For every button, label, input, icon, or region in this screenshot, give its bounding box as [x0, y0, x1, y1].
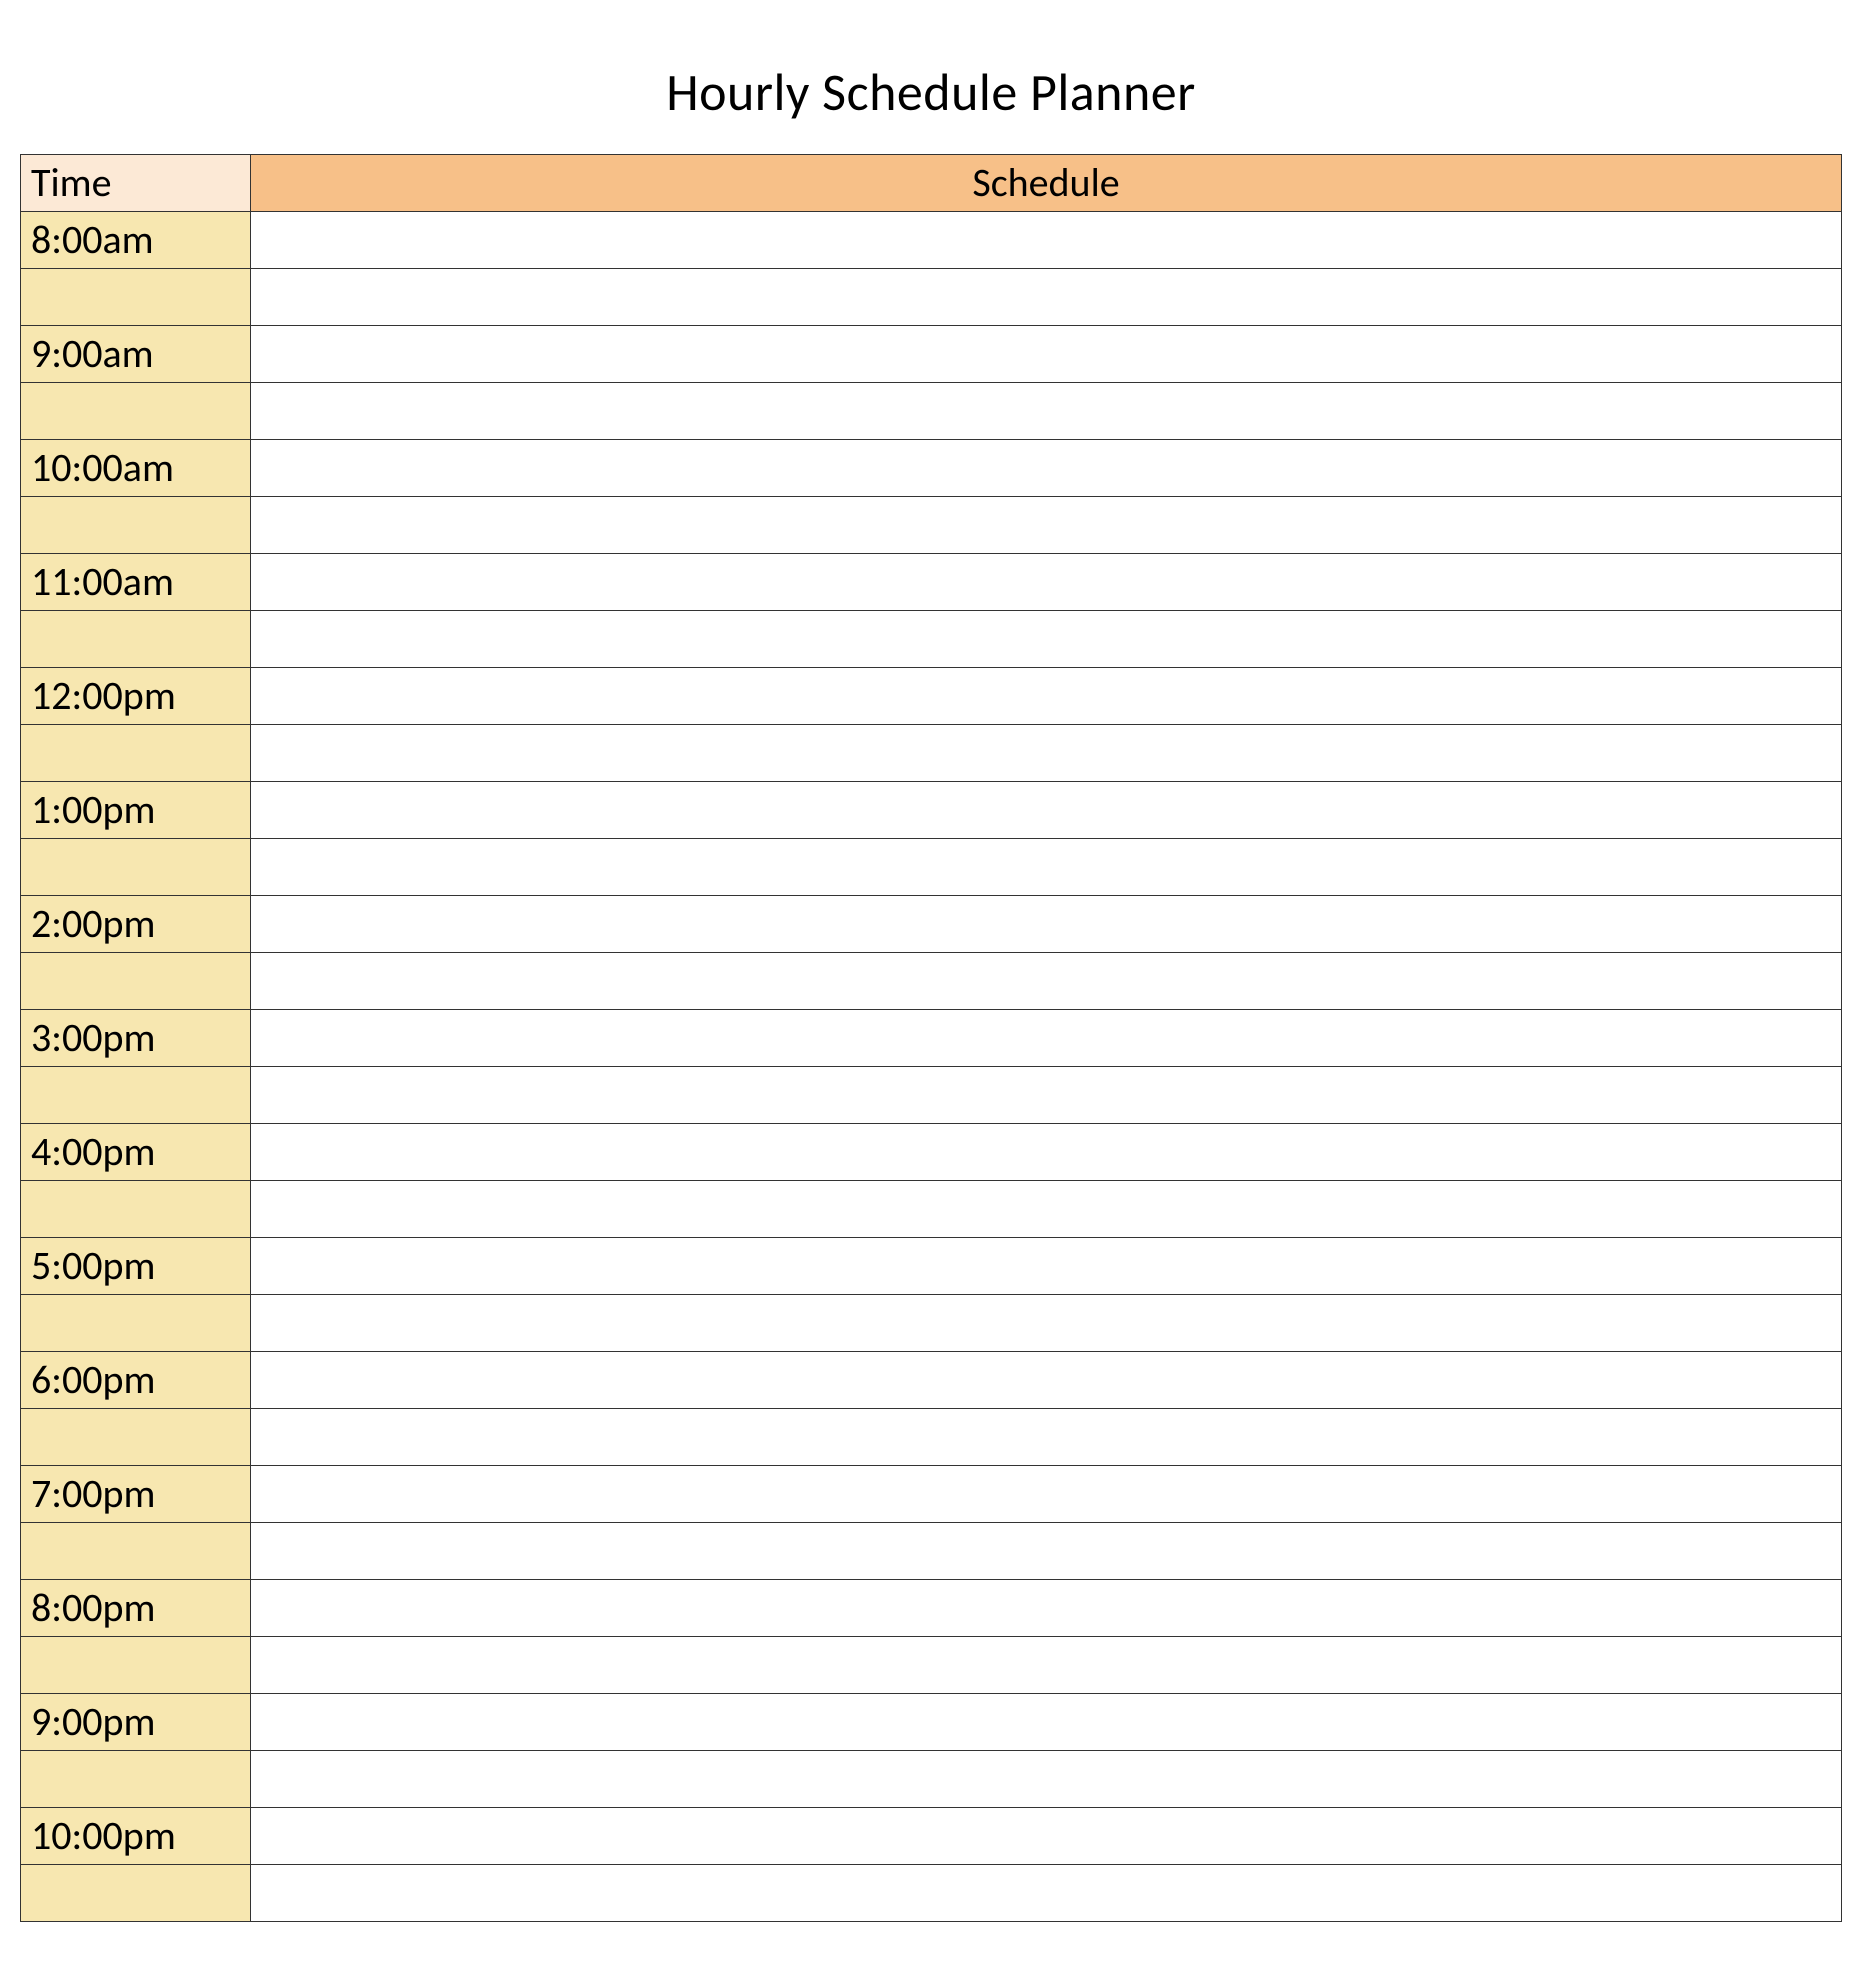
time-cell — [21, 1295, 251, 1352]
table-row: 11:00am — [21, 554, 1842, 611]
time-cell — [21, 953, 251, 1010]
schedule-cell — [251, 1466, 1842, 1523]
time-cell: 11:00am — [21, 554, 251, 611]
schedule-cell — [251, 1067, 1842, 1124]
table-row — [21, 1409, 1842, 1466]
table-row: 3:00pm — [21, 1010, 1842, 1067]
table-row: 2:00pm — [21, 896, 1842, 953]
schedule-column-header: Schedule — [251, 155, 1842, 212]
schedule-cell — [251, 1181, 1842, 1238]
time-cell — [21, 1181, 251, 1238]
table-row: 4:00pm — [21, 1124, 1842, 1181]
time-cell: 6:00pm — [21, 1352, 251, 1409]
schedule-cell — [251, 953, 1842, 1010]
table-row — [21, 725, 1842, 782]
schedule-cell — [251, 1637, 1842, 1694]
time-cell — [21, 1409, 251, 1466]
table-row — [21, 1637, 1842, 1694]
time-cell — [21, 1865, 251, 1922]
schedule-cell — [251, 1865, 1842, 1922]
schedule-body: 8:00am 9:00am 10:00am 11:00am 12:00pm 1:00pm 2… — [21, 212, 1842, 1922]
table-row — [21, 1295, 1842, 1352]
schedule-cell — [251, 611, 1842, 668]
schedule-cell — [251, 326, 1842, 383]
schedule-cell — [251, 896, 1842, 953]
table-row: 7:00pm — [21, 1466, 1842, 1523]
time-cell — [21, 611, 251, 668]
table-row — [21, 1865, 1842, 1922]
schedule-cell — [251, 554, 1842, 611]
time-cell: 12:00pm — [21, 668, 251, 725]
time-cell: 5:00pm — [21, 1238, 251, 1295]
time-column-header: Time — [21, 155, 251, 212]
time-cell — [21, 383, 251, 440]
time-cell: 9:00pm — [21, 1694, 251, 1751]
time-cell — [21, 725, 251, 782]
time-cell: 1:00pm — [21, 782, 251, 839]
table-row — [21, 1523, 1842, 1580]
schedule-cell — [251, 1808, 1842, 1865]
schedule-cell — [251, 1580, 1842, 1637]
time-cell: 8:00pm — [21, 1580, 251, 1637]
table-row — [21, 953, 1842, 1010]
table-row — [21, 497, 1842, 554]
table-row — [21, 269, 1842, 326]
time-cell: 4:00pm — [21, 1124, 251, 1181]
time-cell — [21, 1523, 251, 1580]
schedule-cell — [251, 782, 1842, 839]
header-row: Time Schedule — [21, 155, 1842, 212]
time-cell: 9:00am — [21, 326, 251, 383]
table-row: 9:00pm — [21, 1694, 1842, 1751]
schedule-cell — [251, 383, 1842, 440]
schedule-cell — [251, 1295, 1842, 1352]
table-row — [21, 839, 1842, 896]
schedule-cell — [251, 725, 1842, 782]
table-row: 9:00am — [21, 326, 1842, 383]
time-cell — [21, 269, 251, 326]
time-cell: 3:00pm — [21, 1010, 251, 1067]
time-cell: 10:00am — [21, 440, 251, 497]
table-row — [21, 1751, 1842, 1808]
time-cell — [21, 1751, 251, 1808]
schedule-cell — [251, 440, 1842, 497]
schedule-cell — [251, 1694, 1842, 1751]
table-row: 10:00pm — [21, 1808, 1842, 1865]
schedule-cell — [251, 1238, 1842, 1295]
time-cell: 8:00am — [21, 212, 251, 269]
table-row — [21, 383, 1842, 440]
schedule-cell — [251, 1523, 1842, 1580]
schedule-cell — [251, 1124, 1842, 1181]
time-cell: 10:00pm — [21, 1808, 251, 1865]
page-title: Hourly Schedule Planner — [20, 60, 1842, 124]
schedule-cell — [251, 839, 1842, 896]
schedule-cell — [251, 1751, 1842, 1808]
table-row: 8:00am — [21, 212, 1842, 269]
table-row: 5:00pm — [21, 1238, 1842, 1295]
time-cell: 2:00pm — [21, 896, 251, 953]
schedule-cell — [251, 1352, 1842, 1409]
time-cell — [21, 1637, 251, 1694]
table-row: 1:00pm — [21, 782, 1842, 839]
table-row: 12:00pm — [21, 668, 1842, 725]
time-cell: 7:00pm — [21, 1466, 251, 1523]
table-row: 6:00pm — [21, 1352, 1842, 1409]
schedule-cell — [251, 668, 1842, 725]
schedule-cell — [251, 212, 1842, 269]
schedule-cell — [251, 269, 1842, 326]
table-row — [21, 1067, 1842, 1124]
table-row: 8:00pm — [21, 1580, 1842, 1637]
time-cell — [21, 497, 251, 554]
planner-page: Hourly Schedule Planner Time Schedule 8:… — [0, 0, 1862, 1982]
time-cell — [21, 839, 251, 896]
table-row — [21, 611, 1842, 668]
table-row: 10:00am — [21, 440, 1842, 497]
schedule-cell — [251, 1409, 1842, 1466]
time-cell — [21, 1067, 251, 1124]
schedule-cell — [251, 497, 1842, 554]
schedule-table: Time Schedule 8:00am 9:00am 10:00am 11:00am… — [20, 154, 1842, 1922]
schedule-cell — [251, 1010, 1842, 1067]
table-row — [21, 1181, 1842, 1238]
